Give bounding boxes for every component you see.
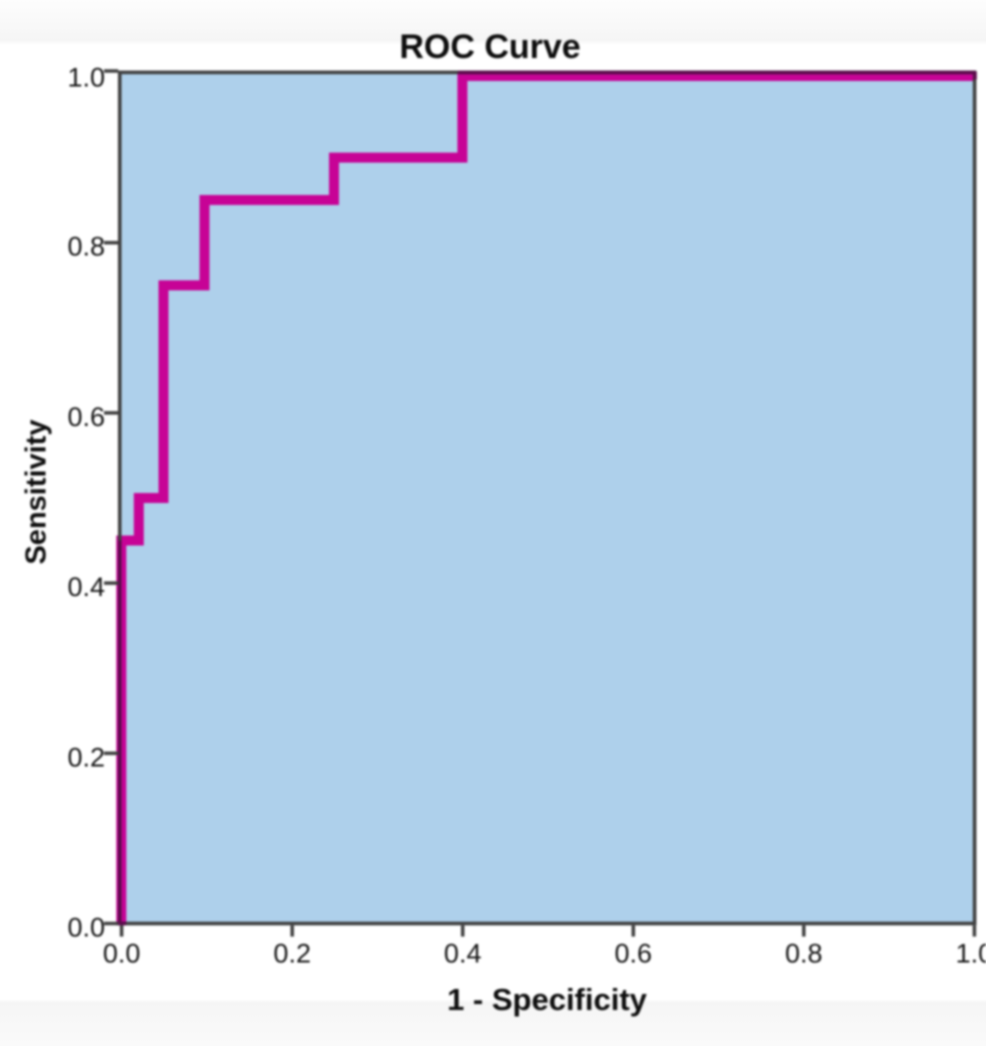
svg-text:Sensitivity: Sensitivity xyxy=(21,419,53,564)
svg-text:0.4: 0.4 xyxy=(444,939,482,969)
svg-text:0.6: 0.6 xyxy=(67,402,105,432)
svg-text:0.0: 0.0 xyxy=(103,939,141,969)
svg-text:0.0: 0.0 xyxy=(67,913,105,943)
svg-text:0.4: 0.4 xyxy=(67,572,105,602)
svg-text:0.2: 0.2 xyxy=(273,939,311,969)
svg-text:0.8: 0.8 xyxy=(67,232,105,262)
svg-text:1 - Specificity: 1 - Specificity xyxy=(447,982,648,1017)
svg-text:0.6: 0.6 xyxy=(615,939,653,969)
svg-text:ROC Curve: ROC Curve xyxy=(399,28,580,66)
svg-text:1.0: 1.0 xyxy=(67,63,105,93)
svg-text:0.8: 0.8 xyxy=(785,939,823,969)
svg-text:1.0: 1.0 xyxy=(956,939,986,969)
svg-text:0.2: 0.2 xyxy=(67,742,105,772)
